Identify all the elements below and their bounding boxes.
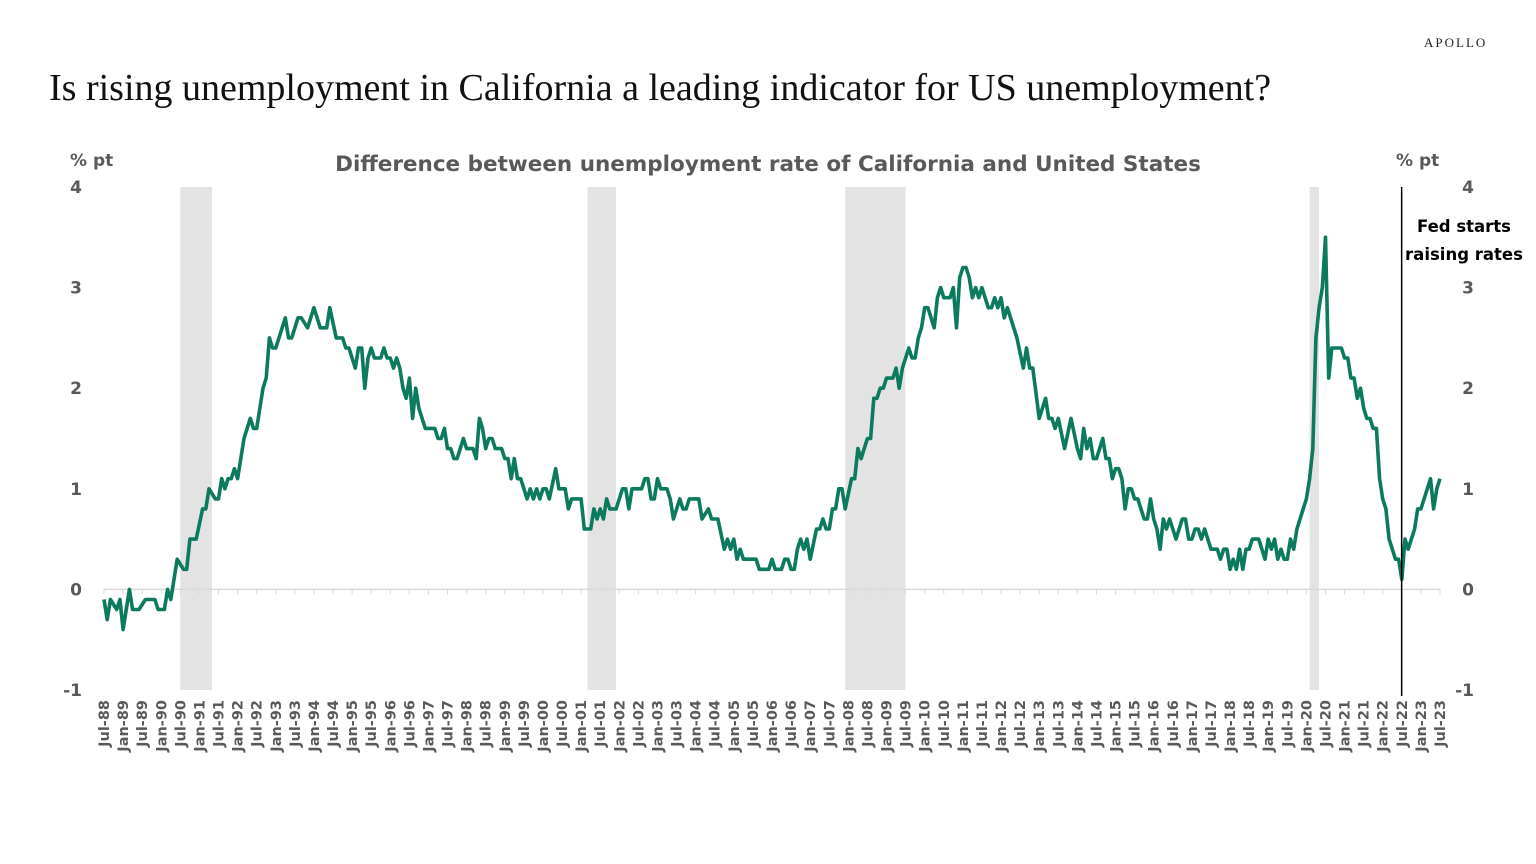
y-tick-label-right: 0 xyxy=(1462,580,1474,600)
x-tick-label: Jan-89 xyxy=(116,700,132,753)
x-tick-label: Jan-14 xyxy=(1070,700,1086,753)
x-tick-label: Jul-17 xyxy=(1204,700,1220,748)
x-tick-label: Jan-93 xyxy=(269,700,285,753)
x-tick-label: Jan-99 xyxy=(498,700,514,753)
x-tick-label: Jul-00 xyxy=(555,700,571,748)
x-tick-label: Jan-07 xyxy=(803,700,819,753)
y-tick-label-right: 4 xyxy=(1462,178,1474,198)
x-tick-label: Jul-95 xyxy=(364,700,380,748)
x-tick-label: Jan-09 xyxy=(880,700,896,753)
annotation-text-line2: raising rates xyxy=(1405,245,1523,264)
x-tick-label: Jul-20 xyxy=(1318,700,1334,748)
x-tick-label: Jan-06 xyxy=(765,700,781,753)
x-tick-label: Jul-01 xyxy=(593,700,609,748)
x-tick-label: Jan-03 xyxy=(650,700,666,753)
x-tick-label: Jul-22 xyxy=(1395,700,1411,748)
x-tick-label: Jul-21 xyxy=(1357,700,1373,748)
x-tick-label: Jan-11 xyxy=(956,700,972,753)
x-tick-label: Jan-98 xyxy=(460,700,476,753)
x-tick-label: Jul-19 xyxy=(1280,700,1296,748)
x-tick-label: Jan-04 xyxy=(689,700,705,753)
x-tick-label: Jul-94 xyxy=(326,700,342,748)
x-tick-label: Jul-02 xyxy=(631,700,647,748)
x-tick-label: Jan-22 xyxy=(1376,700,1392,753)
x-tick-label: Jan-97 xyxy=(421,700,437,753)
x-tick-label: Jul-04 xyxy=(708,700,724,748)
y-tick-label-left: 3 xyxy=(70,279,82,299)
x-tick-label: Jan-20 xyxy=(1299,700,1315,753)
y-tick-label-right: 2 xyxy=(1462,379,1474,399)
x-tick-label: Jan-18 xyxy=(1223,700,1239,753)
x-tick-label: Jan-17 xyxy=(1185,700,1201,753)
y-axis-label-right: % pt xyxy=(1396,151,1439,171)
x-tick-label: Jul-13 xyxy=(1051,700,1067,748)
x-tick-label: Jan-12 xyxy=(994,700,1010,753)
x-tick-label: Jul-99 xyxy=(517,700,533,748)
x-tick-label: Jan-05 xyxy=(727,700,743,753)
page-title: Is rising unemployment in California a l… xyxy=(49,67,1272,109)
x-tick-label: Jul-18 xyxy=(1242,700,1258,748)
y-tick-label-left: 2 xyxy=(70,379,82,399)
x-tick-label: Jul-15 xyxy=(1128,700,1144,748)
x-tick-label: Jul-23 xyxy=(1433,700,1449,748)
x-tick-label: Jul-91 xyxy=(212,700,228,748)
x-tick-label: Jan-08 xyxy=(841,700,857,753)
recession-band xyxy=(180,187,212,690)
x-tick-label: Jul-06 xyxy=(784,700,800,748)
recession-band xyxy=(845,187,906,690)
y-tick-label-left: -1 xyxy=(63,681,82,701)
x-tick-label: Jan-90 xyxy=(154,700,170,753)
x-tick-label: Jul-96 xyxy=(402,700,418,748)
x-tick-label: Jul-05 xyxy=(746,700,762,748)
x-tick-label: Jul-08 xyxy=(860,700,876,748)
y-tick-label-left: 1 xyxy=(70,480,82,500)
x-tick-label: Jan-01 xyxy=(574,700,590,753)
apollo-logo: APOLLO xyxy=(1424,35,1488,50)
x-tick-label: Jan-15 xyxy=(1109,700,1125,753)
x-tick-label: Jul-10 xyxy=(937,700,953,748)
x-tick-label: Jan-02 xyxy=(612,700,628,753)
x-tick-label: Jan-95 xyxy=(345,700,361,753)
x-tick-label: Jan-10 xyxy=(918,700,934,753)
x-tick-label: Jan-19 xyxy=(1261,700,1277,753)
x-tick-label: Jul-90 xyxy=(173,700,189,748)
x-tick-label: Jan-21 xyxy=(1338,700,1354,753)
annotation-text-line1: Fed starts xyxy=(1417,217,1511,236)
x-tick-label: Jul-09 xyxy=(899,700,915,748)
y-axis-label-left: % pt xyxy=(70,151,113,171)
x-tick-label: Jul-92 xyxy=(250,700,266,748)
x-tick-label: Jan-00 xyxy=(536,700,552,753)
x-tick-label: Jul-97 xyxy=(441,700,457,748)
x-tick-label: Jul-88 xyxy=(97,700,113,748)
recession-band xyxy=(587,187,616,690)
x-tick-label: Jul-93 xyxy=(288,700,304,748)
x-tick-label: Jan-23 xyxy=(1414,700,1430,753)
x-tick-label: Jul-89 xyxy=(135,700,151,748)
y-tick-label-right: 1 xyxy=(1462,480,1474,500)
x-tick-label: Jul-07 xyxy=(822,700,838,748)
x-tick-label: Jul-11 xyxy=(975,700,991,748)
x-tick-label: Jan-13 xyxy=(1032,700,1048,753)
x-tick-label: Jul-14 xyxy=(1089,700,1105,748)
x-tick-label: Jan-16 xyxy=(1147,700,1163,753)
x-tick-label: Jan-92 xyxy=(231,700,247,753)
x-tick-label: Jul-12 xyxy=(1013,700,1029,748)
series-line xyxy=(102,235,1442,632)
x-tick-label: Jan-96 xyxy=(383,700,399,753)
x-tick-label: Jul-03 xyxy=(670,700,686,748)
y-tick-label-right: 3 xyxy=(1462,279,1474,299)
x-tick-label: Jan-94 xyxy=(307,700,323,753)
x-tick-label: Jul-98 xyxy=(479,700,495,748)
x-tick-label: Jan-91 xyxy=(192,700,208,753)
x-tick-label: Jul-16 xyxy=(1166,700,1182,748)
y-tick-label-left: 0 xyxy=(70,580,82,600)
chart-title: Difference between unemployment rate of … xyxy=(335,152,1201,177)
y-tick-label-left: 4 xyxy=(70,178,82,198)
y-tick-label-right: -1 xyxy=(1455,681,1474,701)
